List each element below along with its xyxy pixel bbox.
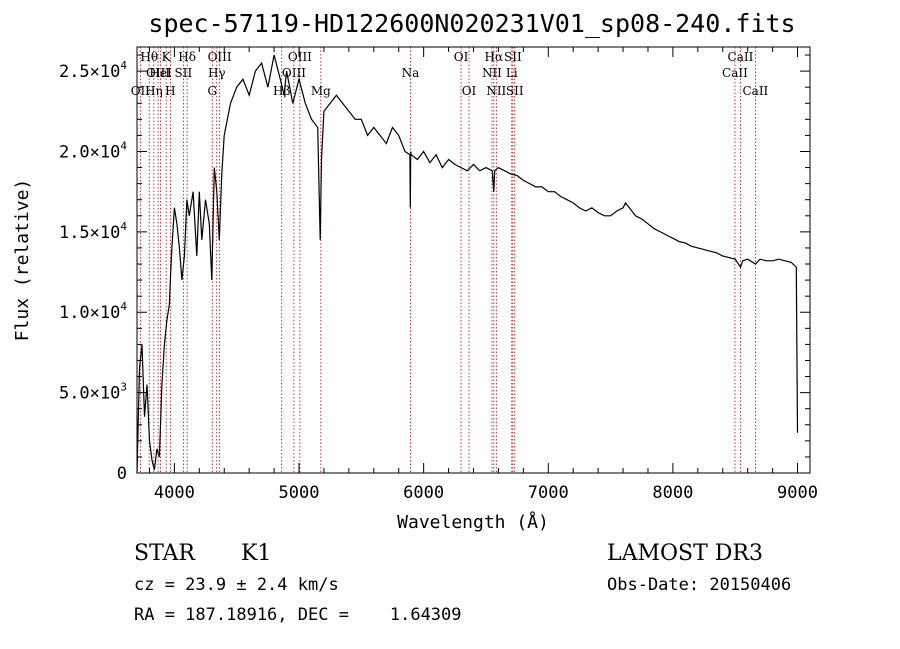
- ra-dec-coordinates: RA = 187.18916, DEC = 1.64309: [134, 605, 462, 625]
- observation-date: Obs-Date: 20150406: [607, 575, 791, 595]
- y-tick-label: 5.0×103: [59, 381, 127, 404]
- line-marker-label: K: [162, 50, 172, 64]
- spectrum-series-line: [136, 54, 799, 474]
- x-axis-label: Wavelength (Å): [397, 511, 549, 533]
- x-tick-label: 8000: [652, 483, 693, 503]
- line-marker-label: CaII: [728, 50, 754, 64]
- line-marker-label: G: [207, 84, 217, 98]
- line-marker-label: OI: [454, 50, 469, 64]
- line-marker-label: Hθ: [140, 50, 158, 64]
- survey-name: LAMOST DR3: [607, 541, 763, 566]
- x-tick-label: 5000: [279, 483, 320, 503]
- line-marker-label: NII: [486, 84, 506, 98]
- y-tick-label: 2.0×104: [59, 139, 127, 162]
- line-marker-label: Hγ: [208, 66, 226, 80]
- y-axis-label: Flux (relative): [12, 179, 33, 342]
- object-class: STAR: [134, 541, 196, 566]
- line-marker-label: H: [165, 84, 175, 98]
- line-marker-label: OII: [131, 84, 151, 98]
- line-marker-label: SII: [504, 50, 522, 64]
- line-marker-label: Mg: [311, 84, 331, 98]
- plot-frame: [136, 46, 811, 474]
- line-marker-label: HeI: [149, 66, 172, 80]
- line-marker-label: OIII: [208, 50, 232, 64]
- line-marker-label: Hβ: [273, 84, 290, 98]
- chart-title: spec-57119-HD122600N020231V01_sp08-240.f…: [148, 9, 795, 38]
- emission-line-markers: [139, 47, 756, 473]
- line-marker-label: CaII: [722, 66, 748, 80]
- line-marker-label: SII: [506, 84, 524, 98]
- x-axis-ticks: 4000 5000 6000 7000 8000 9000: [148, 47, 818, 503]
- line-marker-label: Hη: [145, 84, 163, 98]
- x-tick-label: 6000: [403, 483, 444, 503]
- line-marker-label: Na: [402, 66, 420, 80]
- line-marker-label: Li: [506, 66, 518, 80]
- x-tick-label: 4000: [154, 483, 195, 503]
- y-axis-ticks: 0 5.0×103 1.0×104 1.5×104 2.0×104 2.5×104: [59, 54, 810, 484]
- line-marker-label: Hδ: [178, 50, 196, 64]
- y-tick-label: 1.5×104: [59, 220, 127, 243]
- y-tick-label: 0: [117, 464, 127, 484]
- redshift-cz: cz = 23.9 ± 2.4 km/s: [134, 575, 339, 595]
- y-tick-label: 2.5×104: [59, 59, 127, 82]
- y-tick-label: 1.0×104: [59, 300, 127, 323]
- object-subclass: K1: [241, 541, 271, 566]
- line-marker-label: OIII: [288, 50, 312, 64]
- emission-line-labels: OIIHθHηOIIIHeIKHSIIHδGHγOIIIHβOIIIOIIIMg…: [131, 50, 769, 98]
- x-tick-label: 9000: [777, 483, 818, 503]
- line-marker-label: OIII: [146, 66, 170, 80]
- line-marker-label: NII: [482, 66, 502, 80]
- x-tick-label: 7000: [528, 483, 569, 503]
- line-marker-label: OI: [462, 84, 477, 98]
- line-marker-label: SII: [175, 66, 193, 80]
- line-marker-label: Hα: [485, 50, 504, 64]
- line-marker-label: CaII: [742, 84, 768, 98]
